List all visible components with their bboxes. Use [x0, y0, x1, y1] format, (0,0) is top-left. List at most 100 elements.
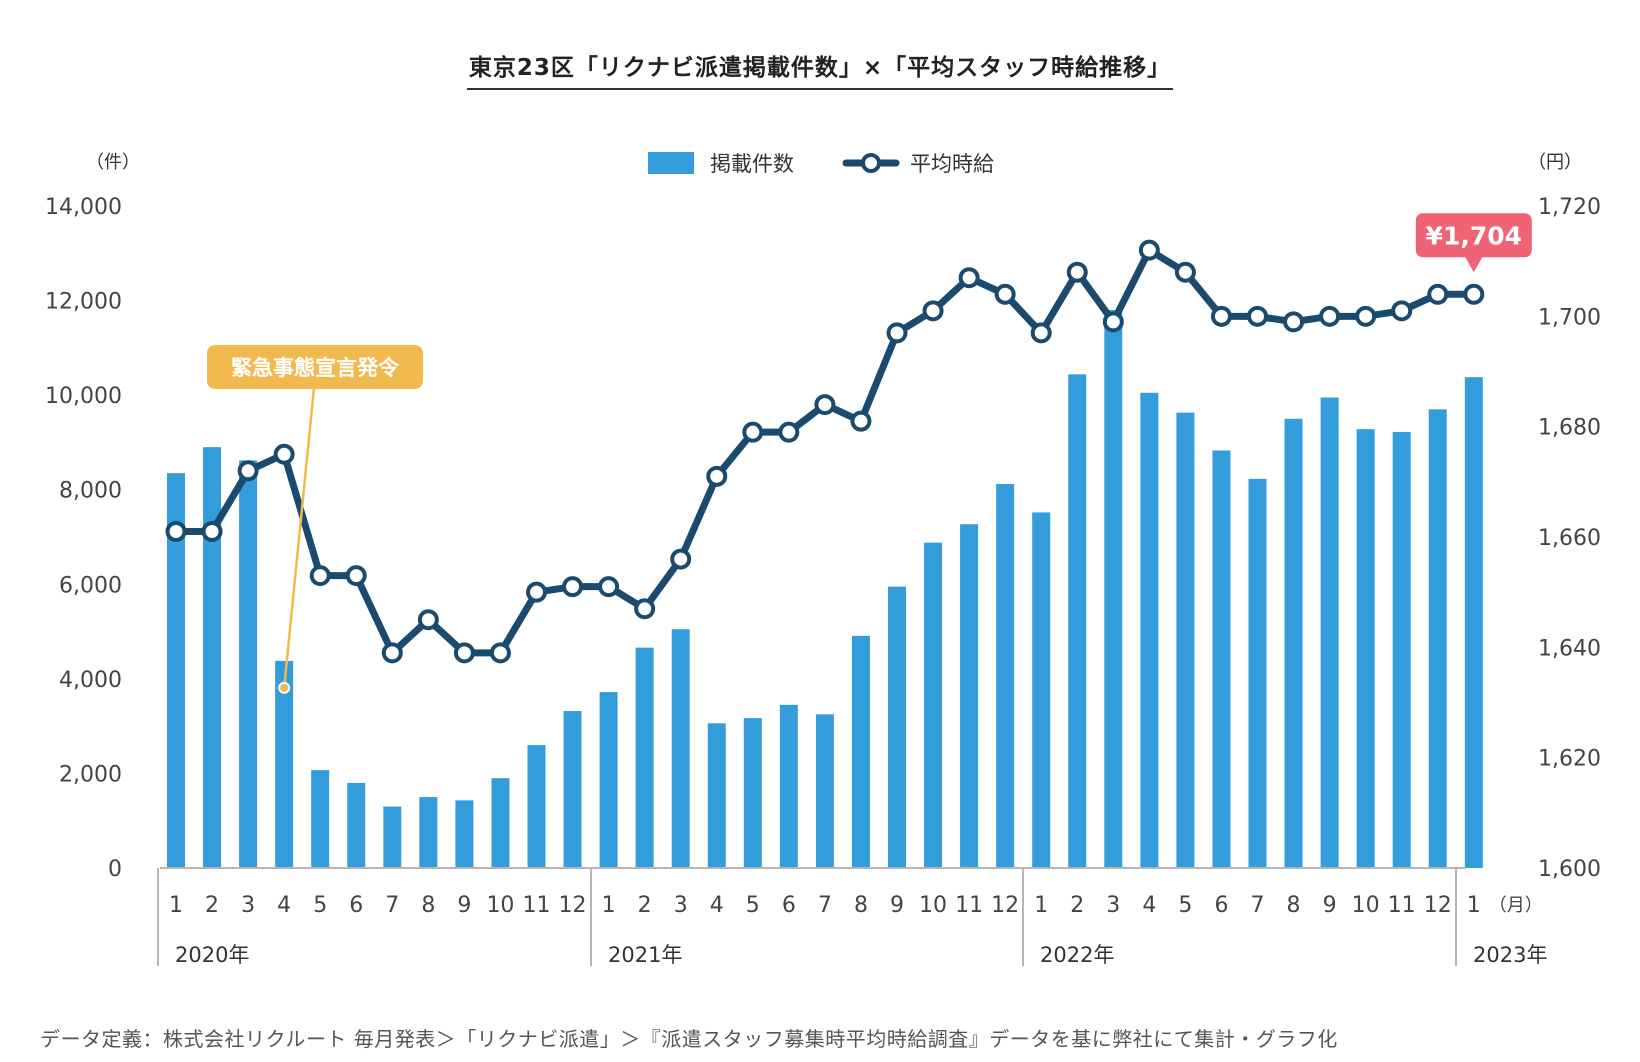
left-axis-unit: （件）: [86, 152, 140, 173]
month-label: 2: [638, 893, 652, 918]
line-point: [742, 421, 764, 443]
line-point: [345, 565, 367, 587]
line-point: [1138, 239, 1160, 261]
left-axis-tick: 2,000: [59, 762, 122, 787]
annotation-badge: [207, 345, 423, 389]
legend-line-label: 平均時給: [910, 152, 994, 176]
line-point: [598, 576, 620, 598]
month-label: 6: [349, 893, 363, 918]
line-point: [670, 548, 692, 570]
right-axis-tick: 1,600: [1538, 857, 1601, 882]
month-label: 1: [602, 893, 616, 918]
month-label: 8: [1287, 893, 1301, 918]
bar: [1032, 512, 1051, 868]
bar: [743, 718, 762, 868]
bar: [1068, 374, 1087, 868]
bar: [419, 797, 438, 868]
chart-title: 東京23区「リクナビ派遣掲載件数」×「平均スタッフ時給推移」: [466, 48, 1174, 90]
legend-line-marker: [861, 153, 881, 173]
month-unit: （月）: [1489, 895, 1543, 916]
line-point: [850, 410, 872, 432]
left-axis-tick: 4,000: [59, 668, 122, 693]
month-label: 12: [1424, 893, 1452, 918]
bar: [1320, 397, 1339, 868]
line-point: [1391, 300, 1413, 322]
month-label: 1: [1467, 893, 1481, 918]
line-point: [634, 598, 656, 620]
line-point: [309, 565, 331, 587]
left-axis-tick: 6,000: [59, 573, 122, 598]
bar: [1356, 429, 1375, 868]
right-axis-tick: 1,640: [1538, 636, 1601, 661]
month-label: 6: [782, 893, 796, 918]
combo-chart: （件） （円） 0 2,000 4,000 6,000 8,000 10,000 12,000 1…: [45, 152, 1601, 967]
bar: [1428, 409, 1447, 868]
bar: [1176, 412, 1195, 868]
month-label: 1: [1034, 893, 1048, 918]
value-callout-pointer: [1464, 256, 1483, 273]
month-label: 9: [1323, 893, 1337, 918]
line-point: [1283, 311, 1305, 333]
bar: [383, 806, 402, 868]
month-label: 12: [559, 893, 587, 918]
year-label: 2023年: [1473, 943, 1547, 967]
year-label: 2022年: [1040, 943, 1114, 967]
bar: [347, 782, 366, 868]
line-point: [886, 322, 908, 344]
month-label: 1: [169, 893, 183, 918]
month-label: 11: [955, 893, 983, 918]
line-point: [958, 267, 980, 289]
line-point: [165, 520, 187, 542]
bar: [167, 473, 185, 868]
line-point: [273, 443, 295, 465]
month-label: 3: [1106, 893, 1120, 918]
bar: [888, 586, 906, 868]
line-point: [381, 642, 403, 664]
line-point: [1066, 261, 1088, 283]
month-label: 3: [241, 893, 255, 918]
bar: [275, 660, 294, 868]
line-point: [1355, 305, 1377, 327]
line-point: [201, 520, 223, 542]
annotation-leader-dot: [278, 681, 291, 694]
month-label: 9: [890, 893, 904, 918]
bar: [491, 778, 510, 868]
month-label: 11: [523, 893, 551, 918]
month-label: 10: [486, 893, 514, 918]
bar: [599, 692, 618, 868]
left-axis-tick: 0: [108, 857, 122, 882]
bar: [1212, 450, 1231, 868]
month-label: 6: [1214, 893, 1228, 918]
bar: [1464, 377, 1483, 868]
bar: [960, 524, 979, 868]
line-point: [1030, 322, 1052, 344]
line-point: [1247, 305, 1268, 327]
right-axis-tick: 1,680: [1538, 416, 1601, 441]
month-label: 4: [1142, 893, 1156, 918]
month-label: 4: [277, 893, 291, 918]
line-point: [1210, 305, 1232, 327]
right-axis-tick: 1,620: [1538, 747, 1601, 772]
bar: [1140, 392, 1159, 868]
bar: [203, 447, 222, 868]
line-point: [526, 581, 547, 603]
line-point: [453, 642, 475, 664]
line-series: [172, 246, 1478, 657]
month-label: 5: [746, 893, 760, 918]
bar: [779, 704, 798, 868]
bar: [851, 635, 870, 868]
line-point: [922, 300, 944, 322]
bar: [1248, 478, 1267, 868]
month-label: 7: [1251, 893, 1265, 918]
month-label: 7: [385, 893, 399, 918]
month-label: 4: [710, 893, 724, 918]
line-point: [562, 576, 584, 598]
line-point: [814, 394, 836, 416]
bar: [1392, 432, 1411, 868]
bar: [527, 745, 546, 868]
line-point: [778, 421, 800, 443]
month-label: 2: [1070, 893, 1084, 918]
left-axis-tick: 12,000: [45, 290, 122, 315]
month-label: 12: [991, 893, 1019, 918]
value-callout-badge: [1415, 213, 1532, 258]
